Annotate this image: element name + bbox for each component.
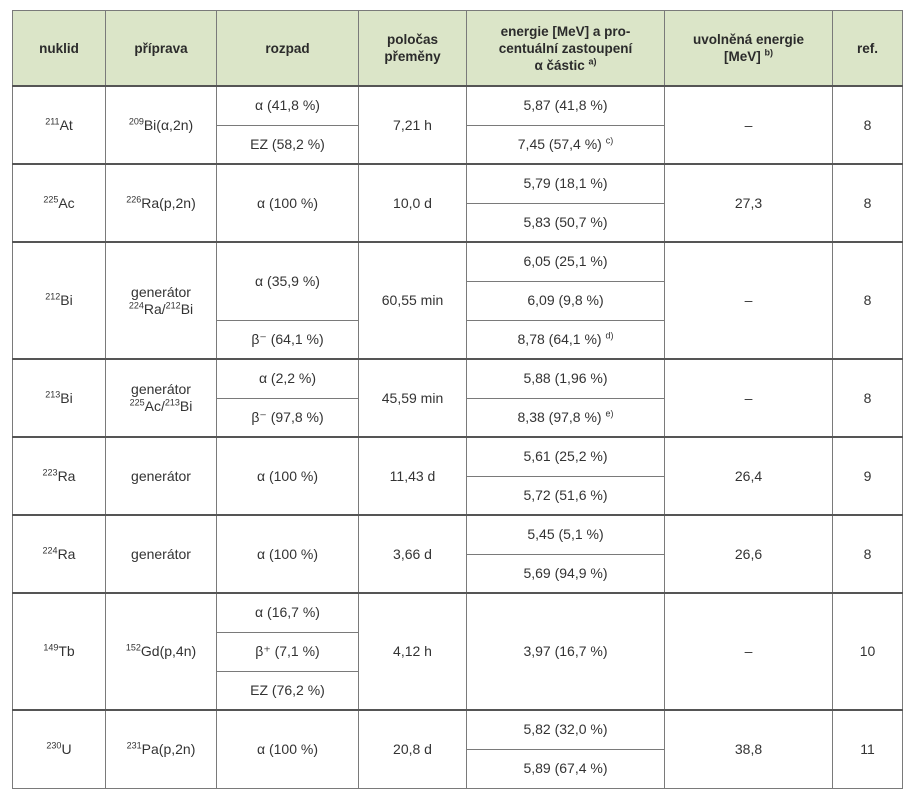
table-row: 212Bi generátor 224Ra/212Bi α (35,9 %) 60…: [12, 241, 903, 360]
header-row: nuklid příprava rozpad poločas přeměny en…: [12, 10, 903, 87]
half-life-cell: 10,0 d: [358, 163, 467, 243]
energy-cell: 5,83 (50,7 %): [466, 202, 665, 243]
table-row: 149Tb 152Gd(p,4n) α (16,7 %) 4,12 h 3,97…: [12, 592, 903, 711]
decay-cell: α (35,9 %): [216, 241, 359, 321]
table-row: 224Ra generátor α (100 %) 3,66 d 5,45 (5…: [12, 514, 903, 594]
header-nuklid: nuklid: [12, 10, 106, 87]
decay-cell: β⁺ (7,1 %): [216, 631, 359, 672]
table-row: β⁺ (7,1 %): [13, 631, 903, 672]
ref-cell: 8: [832, 85, 903, 165]
nuclide-cell: 224Ra: [12, 514, 106, 594]
nuclide-cell: 230U: [12, 709, 106, 789]
table-row: EZ (76,2 %): [13, 670, 903, 711]
half-life-cell: 60,55 min: [358, 241, 467, 360]
released-energy-cell: 27,3: [664, 163, 833, 243]
released-energy-cell: –: [664, 85, 833, 165]
energy-cell: 5,61 (25,2 %): [466, 436, 665, 477]
energy-cell: 8,78 (64,1 %) d): [466, 319, 665, 360]
table-row: 5,89 (67,4 %): [13, 748, 903, 789]
ref-cell: 8: [832, 163, 903, 243]
decay-cell: α (2,2 %): [216, 358, 359, 399]
energy-cell: 5,45 (5,1 %): [466, 514, 665, 555]
energy-cell: 7,45 (57,4 %) c): [466, 124, 665, 165]
table-row: 5,83 (50,7 %): [13, 202, 903, 243]
energy-cell: 8,38 (97,8 %) e): [466, 397, 665, 438]
energy-cell: 5,87 (41,8 %): [466, 85, 665, 126]
ref-cell: 8: [832, 358, 903, 438]
preparation-cell: generátor 224Ra/212Bi: [105, 241, 217, 360]
decay-cell: α (100 %): [216, 514, 359, 594]
header-priprava: příprava: [105, 10, 217, 87]
energy-cell: 3,97 (16,7 %): [466, 592, 665, 711]
decay-cell: α (100 %): [216, 436, 359, 516]
ref-cell: 8: [832, 241, 903, 360]
released-energy-cell: 38,8: [664, 709, 833, 789]
released-energy-cell: –: [664, 241, 833, 360]
energy-cell: 5,69 (94,9 %): [466, 553, 665, 594]
released-energy-cell: –: [664, 592, 833, 711]
nuclide-cell: 213Bi: [12, 358, 106, 438]
table-row: 5,72 (51,6 %): [13, 475, 903, 516]
nuclide-cell: 212Bi: [12, 241, 106, 360]
nuclide-cell: 149Tb: [12, 592, 106, 711]
energy-cell: 5,79 (18,1 %): [466, 163, 665, 204]
energy-cell: 5,89 (67,4 %): [466, 748, 665, 789]
preparation-cell: 152Gd(p,4n): [105, 592, 217, 711]
released-energy-cell: –: [664, 358, 833, 438]
preparation-cell: 209Bi(α,2n): [105, 85, 217, 165]
energy-cell: 5,88 (1,96 %): [466, 358, 665, 399]
nuclide-cell: 211At: [12, 85, 106, 165]
table-row: 230U 231Pa(p,2n) α (100 %) 20,8 d 5,82 (…: [12, 709, 903, 789]
decay-cell: β⁻ (64,1 %): [216, 319, 359, 360]
table-row: β⁻ (97,8 %) 8,38 (97,8 %) e): [13, 397, 903, 438]
table-row: 211At 209Bi(α,2n) α (41,8 %) 7,21 h 5,87…: [12, 85, 903, 165]
table-row: 213Bi generátor 225Ac/213Bi α (2,2 %) 45,…: [12, 358, 903, 438]
half-life-cell: 20,8 d: [358, 709, 467, 789]
energy-cell: 5,82 (32,0 %): [466, 709, 665, 750]
decay-cell: α (100 %): [216, 709, 359, 789]
half-life-cell: 45,59 min: [358, 358, 467, 438]
header-polocas: poločas přeměny: [358, 10, 467, 87]
released-energy-cell: 26,6: [664, 514, 833, 594]
energy-cell: 6,09 (9,8 %): [466, 280, 665, 321]
table-row: 6,09 (9,8 %): [13, 280, 903, 321]
half-life-cell: 11,43 d: [358, 436, 467, 516]
preparation-cell: 231Pa(p,2n): [105, 709, 217, 789]
energy-cell: 5,72 (51,6 %): [466, 475, 665, 516]
nuclide-cell: 223Ra: [12, 436, 106, 516]
released-energy-cell: 26,4: [664, 436, 833, 516]
header-uvolnena-energie: uvolněná energie [MeV] b): [664, 10, 833, 87]
table-row: 223Ra generátor α (100 %) 11,43 d 5,61 (…: [12, 436, 903, 516]
table-row: EZ (58,2 %) 7,45 (57,4 %) c): [13, 124, 903, 165]
table-row: β⁻ (64,1 %) 8,78 (64,1 %) d): [13, 319, 903, 360]
ref-cell: 8: [832, 514, 903, 594]
header-rozpad: rozpad: [216, 10, 359, 87]
decay-cell: EZ (76,2 %): [216, 670, 359, 711]
header-ref: ref.: [832, 10, 903, 87]
nuclide-table: nuklid příprava rozpad poločas přeměny en…: [12, 10, 903, 789]
preparation-cell: generátor: [105, 514, 217, 594]
ref-cell: 10: [832, 592, 903, 711]
preparation-cell: generátor: [105, 436, 217, 516]
ref-cell: 11: [832, 709, 903, 789]
half-life-cell: 3,66 d: [358, 514, 467, 594]
decay-cell: α (41,8 %): [216, 85, 359, 126]
decay-cell: α (100 %): [216, 163, 359, 243]
preparation-cell: generátor 225Ac/213Bi: [105, 358, 217, 438]
decay-cell: β⁻ (97,8 %): [216, 397, 359, 438]
half-life-cell: 7,21 h: [358, 85, 467, 165]
decay-cell: α (16,7 %): [216, 592, 359, 633]
decay-cell: EZ (58,2 %): [216, 124, 359, 165]
table-row: 225Ac 226Ra(p,2n) α (100 %) 10,0 d 5,79 …: [12, 163, 903, 243]
half-life-cell: 4,12 h: [358, 592, 467, 711]
table-row: 5,69 (94,9 %): [13, 553, 903, 594]
header-energie: energie [MeV] a pro-centuální zastoupení…: [466, 10, 665, 87]
energy-cell: 6,05 (25,1 %): [466, 241, 665, 282]
ref-cell: 9: [832, 436, 903, 516]
nuclide-cell: 225Ac: [12, 163, 106, 243]
preparation-cell: 226Ra(p,2n): [105, 163, 217, 243]
